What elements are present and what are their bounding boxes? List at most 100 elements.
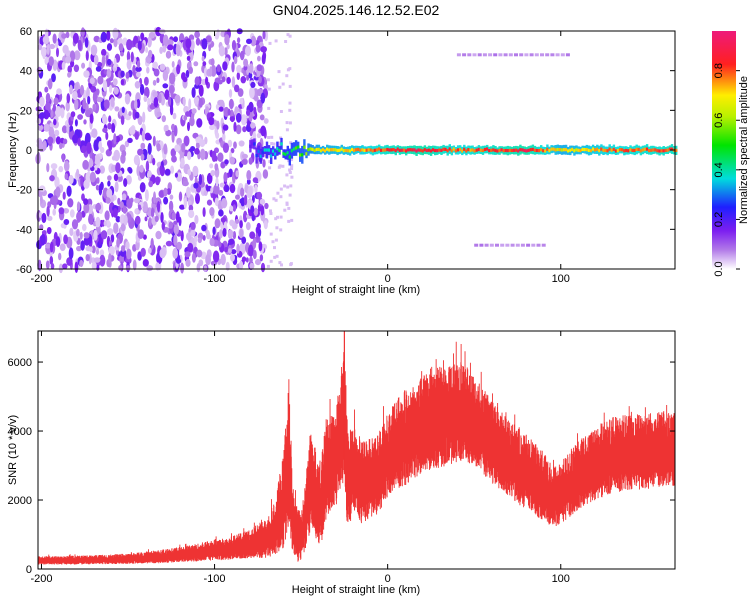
- spectrogram-noise-cell: [224, 34, 230, 46]
- spectrogram-sparse-cell: [285, 74, 289, 78]
- spectrogram-line-core: [567, 149, 570, 153]
- spectrogram-line-core: [517, 149, 520, 153]
- spectrogram-noise-cell: [120, 51, 124, 57]
- spectrogram-side-band-cell: [508, 53, 513, 57]
- spectrogram-noise-cell: [145, 160, 150, 172]
- spectrogram-noise-cell: [147, 142, 152, 155]
- spectrogram-line-core: [535, 148, 539, 153]
- spectrogram-noise-cell: [62, 44, 69, 55]
- spectrogram-noise-cell: [43, 123, 50, 132]
- spectrogram-line-core: [388, 148, 391, 152]
- spectrogram-noise-cell: [79, 231, 83, 240]
- spectrogram-noise-cell: [129, 197, 134, 203]
- spectrogram-noise-cell: [154, 215, 159, 222]
- spectrogram-line-core: [315, 147, 318, 152]
- spectrogram-side-band-cell: [484, 243, 489, 247]
- spectrogram-side-band-cell: [545, 53, 550, 57]
- spectrogram-noise-cell: [112, 78, 118, 86]
- spectrogram-line-core: [662, 149, 665, 153]
- spectrogram-noise-cell: [183, 197, 187, 209]
- spectrogram-line-core: [324, 149, 327, 153]
- spectrogram-noise-cell: [51, 195, 59, 205]
- spectrogram-side-band-cell: [555, 53, 560, 57]
- spectrogram-noise-cell: [209, 207, 215, 216]
- spectrogram-line-core: [299, 153, 302, 157]
- spectrogram-line-core: [251, 142, 254, 146]
- spectrogram-noise-cell: [172, 247, 178, 259]
- spectrogram-noise-cell: [188, 204, 194, 212]
- spectrogram-noise-cell: [162, 83, 169, 89]
- spectrogram-noise-cell: [80, 175, 84, 187]
- spectrogram-noise-cell: [52, 103, 57, 112]
- spectrogram-noise-cell: [70, 111, 76, 118]
- spectrogram-noise-cell: [139, 182, 146, 193]
- spectrogram-noise-cell: [108, 245, 115, 256]
- spectrogram-noise-cell: [211, 150, 217, 162]
- x-tick-label: 100: [552, 573, 570, 585]
- spectrogram-line-core: [629, 148, 632, 152]
- spectrogram-line-core: [434, 148, 437, 153]
- spectrogram-line-core: [367, 148, 370, 152]
- spectrogram-noise-cell: [101, 48, 107, 57]
- spectrogram-noise-cell: [159, 46, 163, 55]
- spectrogram-noise-cell: [259, 114, 265, 121]
- spectrogram-noise-cell: [225, 261, 230, 271]
- spectrogram-noise-cell: [187, 169, 192, 176]
- spectrogram-noise-cell: [83, 232, 90, 239]
- spectrogram-sparse-cell: [278, 164, 282, 168]
- spectrogram-sparse-cell: [275, 254, 279, 258]
- spectrogram-line-core: [537, 149, 541, 153]
- spectrogram-line-core: [334, 148, 337, 152]
- spectrogram-line-core: [272, 149, 275, 153]
- spectrogram-noise-cell: [198, 174, 203, 185]
- spectrogram-noise-cell: [186, 232, 192, 241]
- spectrogram-noise-cell: [36, 118, 42, 125]
- spectrogram-noise-cell: [230, 249, 237, 255]
- spectrogram-side-band-cell: [541, 243, 546, 247]
- spectrogram-noise-cell: [228, 238, 235, 245]
- spectrogram-line-core: [411, 148, 414, 152]
- spectrogram-line-core: [488, 149, 491, 153]
- spectrogram-noise-cell: [138, 204, 142, 210]
- spectrogram-noise-cell: [263, 118, 269, 124]
- x-tick-label: 0: [385, 273, 391, 285]
- spectrogram-sparse-cell: [272, 142, 276, 146]
- spectrogram-noise-cell: [83, 198, 89, 206]
- spectrogram-noise-cell: [95, 216, 101, 228]
- spectrogram-sparse-cell: [278, 261, 282, 265]
- spectrogram-line-core: [490, 148, 493, 152]
- spectrogram-line-core: [353, 148, 356, 152]
- spectrogram-noise-cell: [74, 50, 81, 61]
- spectrogram-sparse-cell: [290, 175, 294, 179]
- spectrogram-noise-cell: [222, 142, 229, 153]
- spectrogram-line-core: [523, 148, 526, 153]
- spectrogram-line-core: [648, 149, 651, 153]
- spectrogram-noise-cell: [255, 44, 261, 53]
- spectrogram-noise-cell: [72, 32, 79, 44]
- spectrogram-noise-cell: [89, 113, 94, 124]
- spectrogram-noise-cell: [107, 228, 114, 236]
- spectrogram-line-core: [544, 149, 547, 153]
- spectrogram-noise-cell: [68, 247, 74, 260]
- spectrogram-sparse-cell: [281, 164, 285, 168]
- spectrogram-noise-cell: [250, 205, 255, 214]
- spectrogram-noise-cell: [147, 36, 152, 48]
- spectrogram-noise-cell: [231, 61, 235, 73]
- spectrogram-noise-cell: [99, 249, 105, 257]
- spectrogram-noise-cell: [218, 229, 223, 239]
- spectrogram-noise-cell: [191, 112, 195, 120]
- spectrogram-line-core: [378, 147, 381, 151]
- spectrogram-noise-cell: [231, 76, 236, 88]
- spectrogram-noise-cell: [168, 221, 173, 229]
- spectrogram-line-core: [400, 148, 404, 152]
- spectrogram-line-core: [332, 148, 335, 152]
- spectrogram-noise-cell: [65, 55, 72, 64]
- spectrogram-noise-cell: [246, 38, 252, 44]
- spectrogram-noise-cell: [152, 157, 156, 166]
- spectrogram-noise-cell: [93, 229, 98, 241]
- spectrogram-noise-cell: [65, 31, 70, 39]
- spectrogram-noise-cell: [227, 248, 232, 254]
- spectrogram-sparse-cell: [267, 87, 271, 91]
- spectrogram-noise-cell: [55, 236, 61, 248]
